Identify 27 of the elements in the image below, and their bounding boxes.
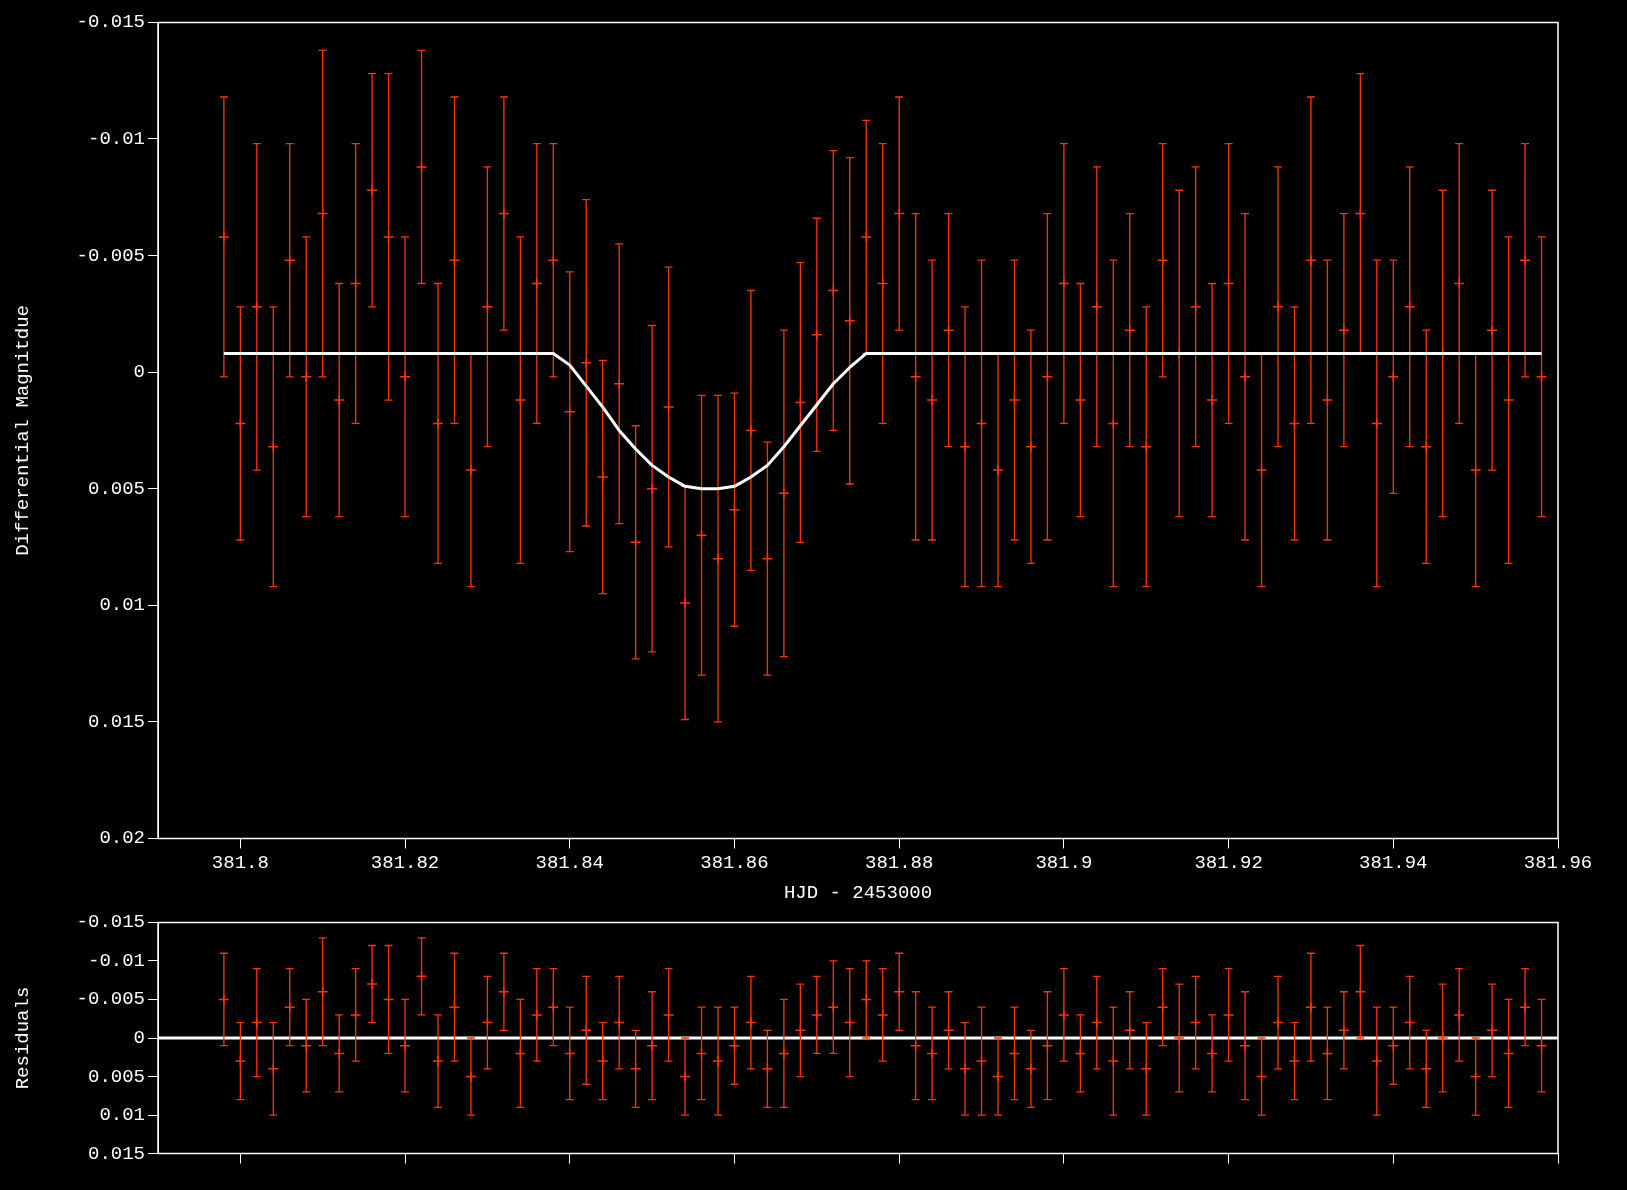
x-tick-label: 381.84 [535,851,604,874]
y-tick-label: -0.005 [76,244,145,267]
x-tick-label: 381.88 [864,851,934,874]
y-axis-title: Residuals [12,986,35,1090]
y-tick-label: 0.02 [99,827,145,850]
y-tick-label: -0.01 [87,949,145,972]
y-tick-label: 0.005 [87,477,145,500]
y-tick-label: 0 [133,361,145,384]
x-tick-label: 381.94 [1359,851,1428,874]
y-tick-label: 0.01 [99,594,145,617]
y-tick-label: 0.005 [87,1065,145,1088]
y-tick-label: 0.015 [87,1142,145,1165]
x-tick-label: 381.86 [700,851,769,874]
x-axis-title: HJD - 2453000 [783,881,933,904]
y-axis-title: Differential Magnitdue [12,304,35,556]
x-tick-label: 381.82 [370,851,440,874]
y-tick-label: 0.015 [87,710,145,733]
y-tick-label: 0.01 [99,1104,145,1127]
x-tick-label: 381.92 [1194,851,1263,874]
y-tick-label: 0 [133,1027,145,1050]
x-tick-label: 381.9 [1035,851,1093,874]
y-tick-label: -0.01 [87,128,145,150]
y-tick-label: -0.015 [76,911,145,934]
x-tick-label: 381.96 [1523,851,1593,874]
x-tick-label: 381.8 [211,851,269,874]
y-tick-label: -0.005 [76,988,145,1011]
y-tick-label: -0.015 [76,11,145,34]
